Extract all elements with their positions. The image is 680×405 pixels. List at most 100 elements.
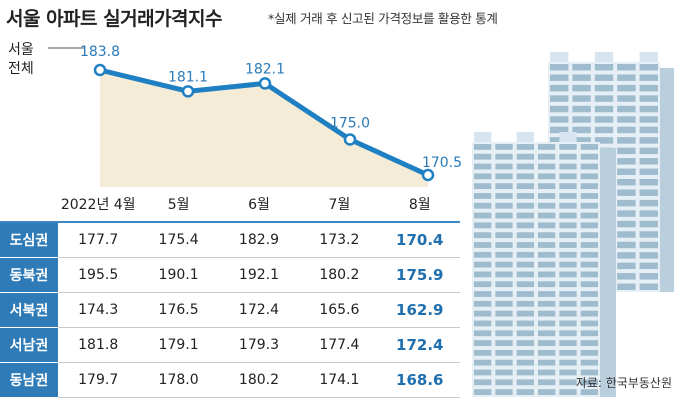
building-window (559, 163, 577, 170)
building-window (516, 310, 534, 317)
building-window (580, 232, 598, 239)
building-window (639, 262, 658, 270)
building-window (639, 210, 658, 217)
building-window (516, 340, 534, 346)
building-window (639, 168, 658, 175)
data-label: 181.1 (168, 69, 208, 85)
table-row: 도심권 177.7 175.4 182.9 173.2 170.4 (0, 222, 460, 258)
table-row: 동북권 195.5 190.1 192.1 180.2 175.9 (0, 257, 460, 293)
building-window (516, 379, 534, 386)
table-cell: 179.7 (58, 362, 139, 398)
building-window (474, 340, 492, 346)
data-point (343, 133, 357, 146)
building-window (474, 310, 492, 317)
chart-area-fill (100, 70, 428, 187)
building-window (559, 193, 577, 199)
building-window (474, 359, 492, 366)
building-window (559, 320, 577, 327)
table-cell: 179.1 (138, 327, 219, 363)
building-window (474, 153, 492, 160)
building-window (559, 300, 577, 307)
building-window (495, 222, 513, 229)
table-row: 서북권 174.3 176.5 172.4 165.6 162.9 (0, 292, 460, 328)
building-window (474, 369, 492, 376)
building-window (474, 222, 492, 229)
series-label-line1: 서울 (8, 42, 34, 58)
building-window (516, 193, 534, 199)
building-window (580, 359, 598, 366)
building-window (580, 349, 598, 356)
building-window (516, 281, 534, 288)
building-window (516, 330, 534, 337)
region-label: 서남권 (0, 327, 58, 363)
building-window (550, 105, 569, 113)
building-window (538, 281, 556, 288)
building-window (474, 349, 492, 356)
data-label: 170.5 (422, 155, 462, 171)
building-window (594, 105, 614, 113)
building-window (559, 369, 577, 376)
building-window (580, 242, 598, 248)
building-window (516, 144, 534, 150)
building-window (639, 158, 658, 165)
building-window (495, 389, 513, 395)
building-side (600, 148, 616, 397)
table-cell: 173.2 (299, 222, 380, 258)
building-window (580, 212, 598, 219)
building-window (538, 153, 556, 160)
building-window (474, 212, 492, 219)
building-window (639, 189, 658, 196)
building-window (580, 310, 598, 317)
building-window (474, 193, 492, 199)
building-window (474, 202, 492, 209)
building-roof-block (516, 132, 534, 144)
building-window (559, 144, 577, 150)
building-roof-block (550, 52, 569, 64)
building-window (516, 320, 534, 327)
building-window (572, 116, 591, 123)
data-point (258, 77, 272, 90)
building-window (559, 271, 577, 278)
chart-subtitle: *실제 거래 후 신고된 가격정보를 활용한 통계 (268, 11, 498, 26)
building-window (594, 95, 614, 102)
building-window (495, 173, 513, 180)
building-window (474, 281, 492, 288)
building-window (580, 193, 598, 199)
building-roof-block (639, 52, 658, 64)
building-window (580, 251, 598, 258)
data-point (93, 63, 107, 77)
data-point (181, 85, 195, 98)
building-window (580, 271, 598, 278)
building-window (617, 126, 636, 134)
building-window (495, 291, 513, 297)
building-window (639, 241, 658, 249)
building-window (617, 116, 636, 123)
building-window (495, 153, 513, 160)
building-window (559, 242, 577, 248)
building-window (550, 74, 569, 81)
region-label: 도심권 (0, 222, 58, 258)
building-window (594, 116, 614, 123)
building-window (580, 144, 598, 150)
building-window (516, 349, 534, 356)
building-window (617, 220, 636, 228)
building-window (580, 291, 598, 297)
table-cell: 170.4 (379, 222, 460, 258)
building-window (516, 153, 534, 160)
data-label: 182.1 (245, 61, 285, 77)
table-cell: 177.7 (58, 222, 139, 258)
column-header: 2022년 4월 (58, 187, 139, 223)
building-window (580, 369, 598, 376)
building-window (516, 183, 534, 190)
building-window (538, 310, 556, 317)
building-window (639, 84, 658, 92)
building-window (495, 330, 513, 337)
building-window (617, 252, 636, 259)
building-window (550, 137, 569, 144)
building-window (617, 210, 636, 217)
building-window (538, 251, 556, 258)
building-window (538, 369, 556, 376)
building-window (538, 163, 556, 170)
data-label: 175.0 (330, 115, 370, 131)
